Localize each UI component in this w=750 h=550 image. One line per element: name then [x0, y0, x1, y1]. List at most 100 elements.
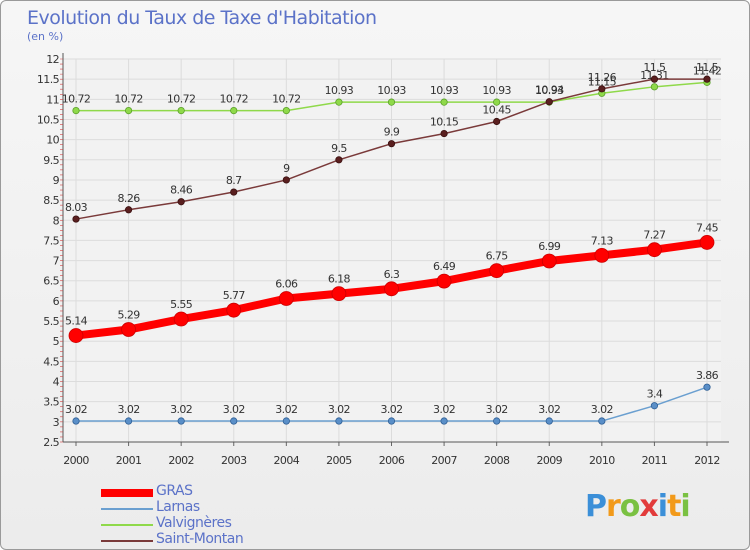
data-point-valvign-res — [124, 107, 133, 115]
data-point-larnas — [72, 417, 80, 425]
logo-letter: r — [606, 489, 621, 524]
data-label-gras: 6.18 — [328, 273, 351, 286]
data-label-larnas: 3.02 — [170, 403, 192, 416]
data-point-larnas — [335, 417, 343, 425]
legend-label: GRAS — [156, 483, 193, 499]
legend-swatch — [101, 524, 153, 526]
data-label-larnas: 3.02 — [65, 403, 87, 416]
data-point-valvign-res — [387, 98, 396, 106]
data-point-valvign-res — [177, 107, 185, 115]
data-label-gras: 7.45 — [696, 221, 719, 234]
data-label-saint-montan: 10.94 — [535, 84, 564, 97]
y-tick-label: 5.5 — [43, 315, 59, 328]
data-point-gras — [226, 302, 242, 318]
y-tick-label: 5 — [53, 335, 60, 348]
y-tick-label: 12 — [46, 53, 59, 66]
data-label-gras: 7.27 — [643, 229, 666, 242]
x-tick-label: 2009 — [536, 454, 562, 467]
data-label-larnas: 3.4 — [647, 388, 663, 401]
x-tick-label: 2006 — [379, 454, 405, 467]
y-tick-label: 8 — [53, 214, 60, 227]
y-tick-label: 9.5 — [43, 154, 59, 167]
data-label-larnas: 3.02 — [275, 403, 297, 416]
data-label-larnas: 3.02 — [328, 403, 350, 416]
data-label-gras: 6.06 — [275, 277, 298, 290]
data-point-gras — [384, 281, 399, 297]
x-tick-label: 2011 — [642, 454, 668, 467]
data-point-larnas — [124, 417, 133, 425]
data-label-larnas: 3.02 — [118, 403, 140, 416]
data-point-saint-montan — [493, 117, 501, 126]
data-point-saint-montan — [230, 188, 238, 196]
data-label-gras: 6.75 — [486, 250, 509, 263]
x-tick-label: 2001 — [116, 454, 142, 467]
x-tick-label: 2012 — [694, 454, 720, 467]
data-label-saint-montan: 9 — [283, 162, 290, 175]
data-label-gras: 5.77 — [223, 289, 246, 302]
data-point-saint-montan — [282, 176, 290, 184]
data-label-saint-montan: 8.46 — [170, 184, 193, 197]
x-tick-label: 2002 — [168, 454, 194, 467]
data-point-gras — [647, 242, 662, 258]
y-tick-label: 6 — [53, 295, 60, 308]
data-point-larnas — [387, 417, 396, 425]
data-point-valvign-res — [335, 98, 343, 106]
data-point-larnas — [493, 417, 501, 425]
data-point-gras — [68, 328, 84, 343]
x-tick-label: 2007 — [431, 454, 457, 467]
y-tick-label: 11.5 — [37, 73, 60, 86]
x-tick-label: 2008 — [484, 454, 510, 467]
data-point-gras — [594, 247, 610, 263]
data-label-gras: 6.3 — [384, 268, 400, 281]
data-label-saint-montan: 8.7 — [226, 174, 242, 187]
data-label-valvign-res: 10.93 — [325, 84, 354, 97]
data-label-larnas: 3.02 — [433, 403, 455, 416]
data-label-saint-montan: 9.9 — [384, 126, 400, 139]
data-point-larnas — [177, 417, 185, 425]
y-tick-label: 11 — [46, 93, 59, 106]
data-label-gras: 5.55 — [170, 298, 193, 311]
data-label-saint-montan: 10.45 — [482, 103, 511, 116]
data-point-gras — [489, 263, 505, 279]
data-label-valvign-res: 10.72 — [220, 93, 249, 106]
legend-swatch — [101, 489, 153, 497]
y-tick-label: 3.5 — [43, 396, 59, 409]
logo-letter: o — [619, 489, 641, 524]
data-point-valvign-res — [650, 83, 659, 91]
legend-label: Saint-Montan — [156, 531, 244, 547]
data-point-saint-montan — [387, 140, 396, 148]
data-label-gras: 5.14 — [65, 315, 88, 328]
data-point-saint-montan — [335, 156, 343, 164]
y-tick-label: 4 — [53, 376, 60, 389]
data-point-larnas — [703, 383, 711, 391]
y-tick-label: 9 — [53, 174, 60, 187]
data-label-valvign-res: 10.72 — [272, 93, 301, 106]
data-point-larnas — [598, 417, 606, 425]
proxiti-logo: Proxiti — [585, 489, 691, 524]
legend-label: Larnas — [156, 499, 200, 515]
data-label-valvign-res: 10.72 — [114, 93, 143, 106]
data-point-gras — [173, 311, 189, 327]
data-label-larnas: 3.02 — [380, 403, 402, 416]
data-label-saint-montan: 8.03 — [65, 201, 88, 214]
data-point-larnas — [440, 417, 448, 425]
y-tick-label: 4.5 — [43, 355, 59, 368]
y-tick-label: 7.5 — [43, 234, 59, 247]
data-point-gras — [436, 273, 452, 289]
x-tick-label: 2005 — [326, 454, 352, 467]
y-tick-label: 10 — [46, 134, 59, 147]
x-tick-label: 2003 — [221, 454, 247, 467]
data-label-saint-montan: 11.5 — [643, 61, 666, 74]
chart-title: Evolution du Taux de Taxe d'Habitation — [27, 7, 377, 29]
y-tick-label: 8.5 — [43, 194, 59, 207]
data-label-larnas: 3.02 — [538, 403, 560, 416]
logo-letter: t — [667, 489, 681, 524]
logo-letter: x — [639, 489, 658, 524]
legend-label: Valvignères — [156, 515, 232, 531]
legend-swatch — [101, 540, 153, 542]
x-tick-label: 2000 — [63, 454, 89, 467]
data-point-saint-montan — [177, 198, 185, 206]
data-point-gras — [331, 286, 347, 302]
data-point-gras — [699, 235, 715, 250]
y-tick-label: 3 — [53, 416, 60, 429]
